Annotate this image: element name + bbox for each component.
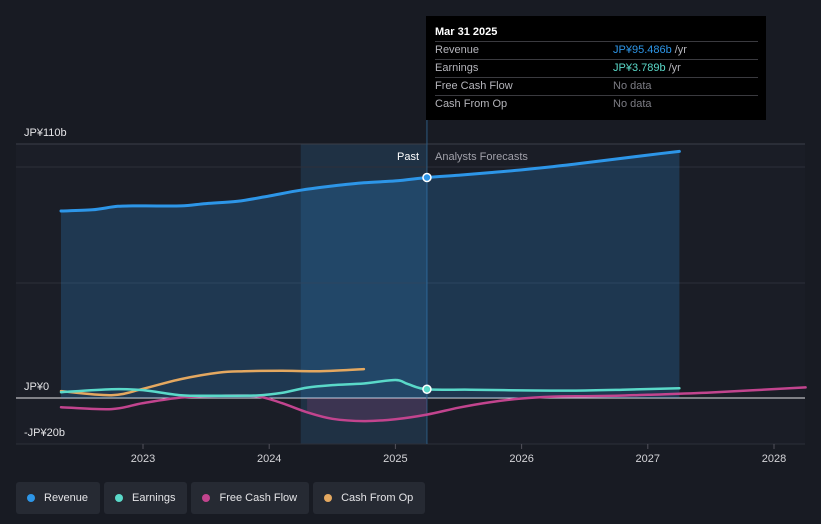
legend: Revenue Earnings Free Cash Flow Cash Fro… bbox=[16, 482, 426, 514]
axis-text: JP¥110b JP¥0 -JP¥20b Past Analysts Forec… bbox=[24, 127, 528, 439]
tooltip-value: JP¥3.789b bbox=[613, 62, 666, 74]
x-tick-label: 2028 bbox=[762, 453, 786, 465]
legend-dot bbox=[115, 494, 124, 502]
x-tick-label: 2025 bbox=[383, 453, 407, 465]
past-label: Past bbox=[397, 151, 419, 163]
free-cash-flow-area-fill bbox=[307, 398, 427, 422]
legend-dot bbox=[27, 494, 35, 502]
tooltip-unit: /yr bbox=[674, 44, 687, 56]
y-label-bottom: -JP¥20b bbox=[24, 427, 65, 439]
forecast-label: Analysts Forecasts bbox=[435, 151, 528, 163]
x-tick-label: 2027 bbox=[636, 453, 660, 465]
past-region bbox=[16, 144, 301, 444]
tooltip-value: No data bbox=[613, 80, 652, 92]
tooltip-row-free-cash-flow: Free Cash Flow No data bbox=[435, 77, 758, 95]
revenue-area-fill bbox=[61, 151, 680, 398]
chart-background bbox=[16, 144, 805, 444]
tooltip-row-cash-from-op: Cash From Op No data bbox=[435, 95, 758, 113]
revenue-line bbox=[59, 149, 681, 213]
markers bbox=[422, 172, 432, 395]
tooltip-label: Cash From Op bbox=[435, 98, 508, 110]
legend-item-revenue[interactable]: Revenue bbox=[16, 482, 101, 514]
x-tick-label: 2026 bbox=[509, 453, 533, 465]
revenue-marker bbox=[422, 172, 432, 183]
tooltip-value: No data bbox=[613, 98, 652, 110]
tooltip-row-revenue: Revenue JP¥95.486b /yr bbox=[435, 41, 758, 59]
tooltip-label: Free Cash Flow bbox=[435, 80, 513, 92]
tooltip-label: Revenue bbox=[435, 44, 480, 56]
series-lines bbox=[59, 149, 807, 423]
x-axis-ticks: 2023 2024 2025 2026 2027 2028 bbox=[131, 444, 786, 465]
legend-item-free-cash-flow[interactable]: Free Cash Flow bbox=[191, 482, 310, 514]
legend-label: Cash From Op bbox=[341, 492, 414, 504]
tooltip-unit: /yr bbox=[668, 62, 681, 74]
legend-label: Revenue bbox=[44, 492, 89, 504]
earnings-marker bbox=[422, 384, 432, 395]
legend-dot bbox=[324, 494, 333, 502]
legend-label: Earnings bbox=[132, 492, 176, 504]
legend-item-cash-from-op[interactable]: Cash From Op bbox=[313, 482, 426, 514]
revenue-area bbox=[61, 151, 680, 422]
tooltip: Mar 31 2025 Revenue JP¥95.486b /yr Earni… bbox=[426, 16, 766, 120]
y-label-top: JP¥110b bbox=[24, 127, 67, 139]
recent-region bbox=[300, 144, 427, 444]
tooltip-label: Earnings bbox=[435, 62, 479, 74]
legend-item-earnings[interactable]: Earnings bbox=[104, 482, 188, 514]
x-tick-label: 2023 bbox=[131, 453, 155, 465]
x-tick-label: 2024 bbox=[257, 453, 281, 465]
forecast-region bbox=[426, 144, 805, 444]
tooltip-row-earnings: Earnings JP¥3.789b /yr bbox=[435, 59, 758, 77]
earnings-line bbox=[59, 378, 681, 398]
gridlines bbox=[16, 120, 805, 445]
tooltip-value: JP¥95.486b bbox=[613, 44, 672, 56]
y-label-zero: JP¥0 bbox=[24, 381, 49, 393]
legend-dot bbox=[202, 494, 211, 502]
cash-from-op-line bbox=[59, 367, 366, 397]
tooltip-date: Mar 31 2025 bbox=[435, 26, 498, 38]
legend-label: Free Cash Flow bbox=[219, 492, 298, 504]
